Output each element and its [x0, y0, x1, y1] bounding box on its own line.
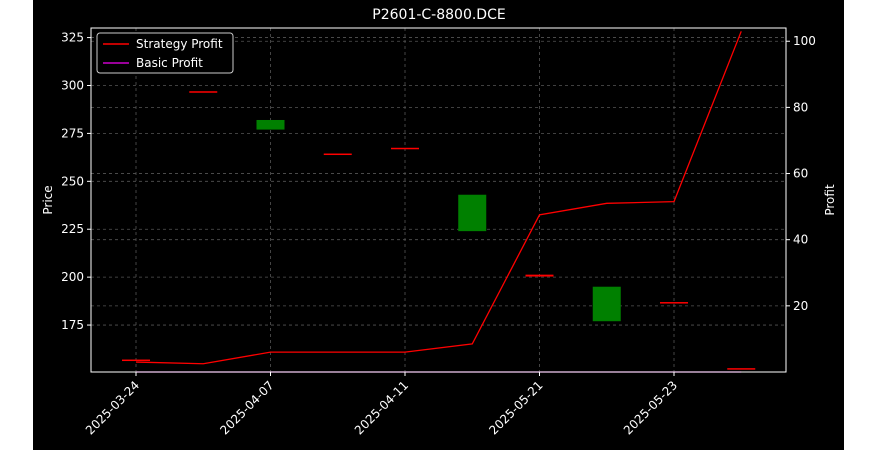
right-tick-label: 40: [793, 233, 808, 247]
candle: [391, 147, 419, 150]
right-tick-label: 60: [793, 167, 808, 181]
left-tick-label: 175: [61, 318, 84, 332]
candle: [525, 274, 554, 277]
legend-label-strategy-profit: Strategy Profit: [136, 37, 223, 51]
right-tick-label: 20: [793, 299, 808, 313]
candlesticks: [122, 91, 756, 370]
candle: [122, 359, 150, 362]
legend-box: [96, 32, 234, 74]
right-tick-label: 100: [793, 34, 816, 48]
legend-label-basic-profit: Basic Profit: [136, 56, 203, 70]
left-axis-ticks: 175 200 225 250 275 300 325: [61, 31, 91, 332]
left-tick-label: 250: [61, 174, 84, 188]
plot-frame: [90, 27, 787, 373]
left-tick-label: 225: [61, 222, 84, 236]
figure-background: [33, 0, 844, 450]
right-tick-label: 80: [793, 100, 808, 114]
left-axis-label: Price: [41, 185, 55, 214]
candle: [189, 91, 218, 93]
left-tick-label: 275: [61, 126, 84, 140]
candle: [458, 194, 487, 232]
candle: [323, 153, 352, 156]
series-line-strategy-profit: [135, 31, 742, 365]
left-tick-label: 200: [61, 270, 84, 284]
candle: [660, 302, 688, 304]
candle: [592, 286, 621, 322]
candle: [727, 368, 756, 370]
candle: [256, 119, 285, 130]
right-axis-label: Profit: [823, 184, 837, 216]
left-tick-label: 325: [61, 31, 84, 45]
chart-title: P2601-C-8800.DCE: [372, 7, 505, 23]
right-axis-ticks: 20 40 60 80 100: [786, 34, 816, 313]
legend: Strategy Profit Basic Profit: [96, 32, 234, 74]
left-tick-label: 300: [61, 78, 84, 92]
